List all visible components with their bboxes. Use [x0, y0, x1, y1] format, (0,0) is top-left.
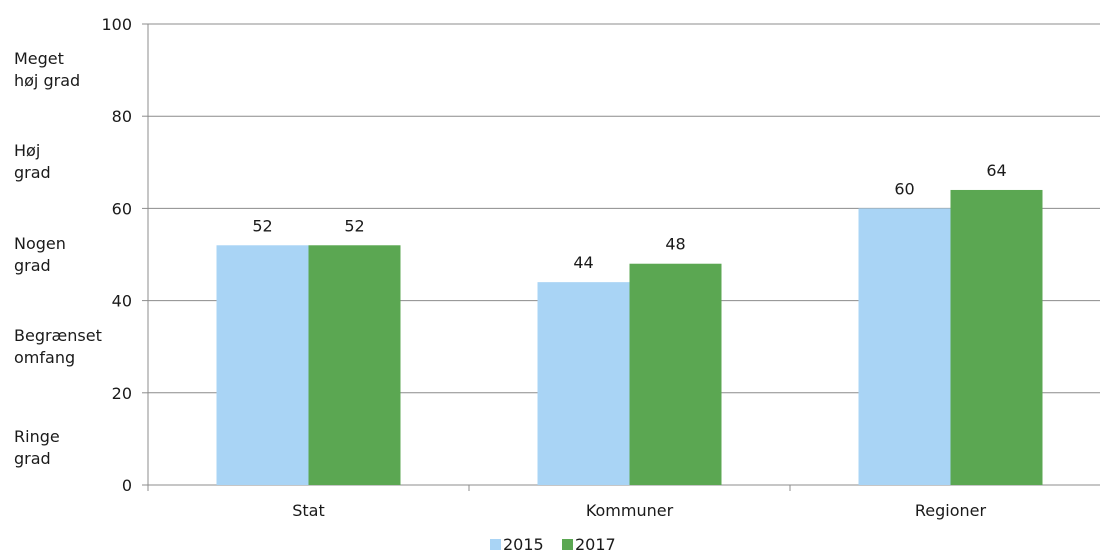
band-label: Meget høj grad	[14, 48, 80, 92]
band-label-line: grad	[14, 163, 51, 183]
y-tick-label: 0	[122, 476, 132, 495]
data-labels: 52 52 44 48 60 64	[252, 161, 1006, 272]
bar-2015-kommuner	[537, 282, 630, 485]
band-label-line: Nogen	[14, 233, 66, 253]
bar-2015-stat	[216, 245, 309, 485]
legend-swatch	[490, 539, 501, 550]
legend-label: 2017	[575, 535, 616, 552]
band-label-line: Begrænset	[14, 325, 102, 345]
data-label: 52	[252, 216, 272, 235]
band-label-line: høj grad	[14, 71, 81, 91]
data-label: 64	[986, 161, 1006, 180]
y-axis: 0 20 40 60 80 100	[101, 15, 149, 495]
y-tick-label: 60	[112, 199, 132, 218]
x-tick-label: Kommuner	[586, 501, 674, 520]
y-tick-label: 40	[112, 292, 132, 311]
x-tick-label: Stat	[292, 501, 325, 520]
band-label: Nogen grad	[14, 233, 66, 277]
band-label-line: grad	[14, 449, 51, 469]
band-label-line: omfang	[14, 347, 76, 367]
band-label-line: Høj	[14, 141, 41, 161]
bar-2017-stat	[308, 245, 401, 485]
y-tick-label: 80	[112, 107, 132, 126]
band-label-line: grad	[14, 255, 51, 275]
bar-2017-kommuner	[629, 263, 722, 485]
data-label: 48	[665, 235, 685, 254]
x-axis: Stat Kommuner Regioner	[147, 484, 1100, 520]
band-label-line: Meget	[14, 49, 64, 69]
band-label-line: Ringe	[14, 427, 60, 447]
data-label: 60	[894, 179, 914, 198]
legend-label: 2015	[503, 535, 544, 552]
band-label: Ringe grad	[14, 426, 60, 470]
data-label: 52	[344, 216, 364, 235]
band-label: Begrænset omfang	[14, 325, 102, 369]
bar-2015-regioner	[858, 208, 951, 485]
bar-2017-regioner	[950, 189, 1043, 485]
legend-swatch	[562, 539, 573, 550]
x-tick-label: Regioner	[915, 501, 987, 520]
y-tick-label: 100	[101, 15, 132, 34]
band-label: Høj grad	[14, 140, 51, 184]
legend: 2015 2017	[490, 535, 616, 552]
y-tick-label: 20	[112, 384, 132, 403]
bars	[216, 189, 1043, 485]
data-label: 44	[573, 253, 593, 272]
